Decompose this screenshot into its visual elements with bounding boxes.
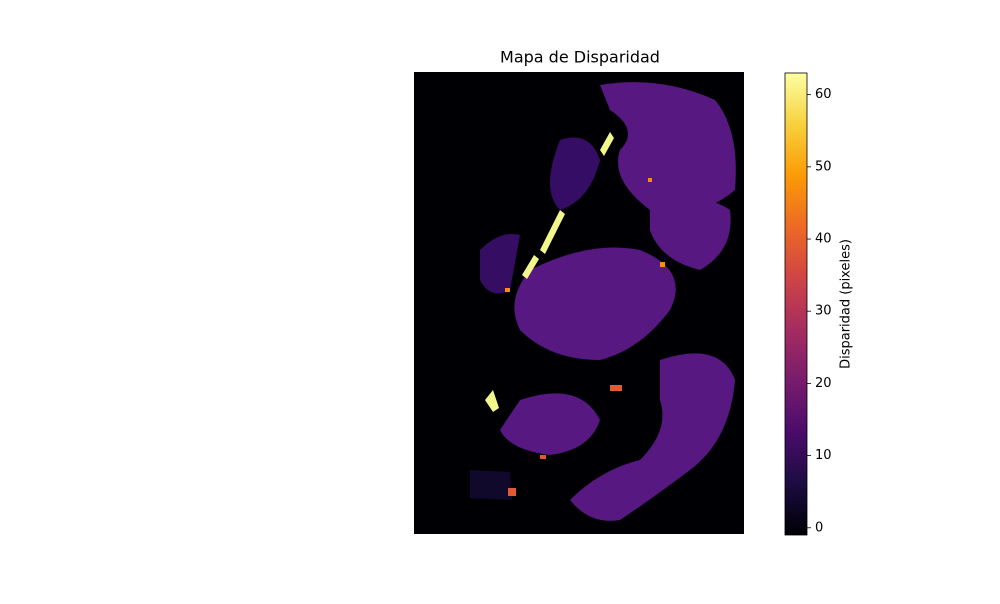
chart-title: Mapa de Disparidad [500, 48, 660, 67]
colorbar-tick-label: 20 [815, 376, 832, 391]
colorbar-tick-label: 0 [815, 520, 823, 535]
colorbar-tick-label: 60 [815, 87, 832, 102]
colorbar-tick-label: 40 [815, 232, 832, 247]
colorbar-label: Disparidad (pixeles) [839, 239, 854, 369]
colorbar-tick-label: 10 [815, 448, 832, 463]
colorbar [784, 72, 808, 536]
disparity-image [414, 72, 744, 534]
colorbar-tick-label: 50 [815, 159, 832, 174]
colorbar-tick-label: 30 [815, 304, 832, 319]
